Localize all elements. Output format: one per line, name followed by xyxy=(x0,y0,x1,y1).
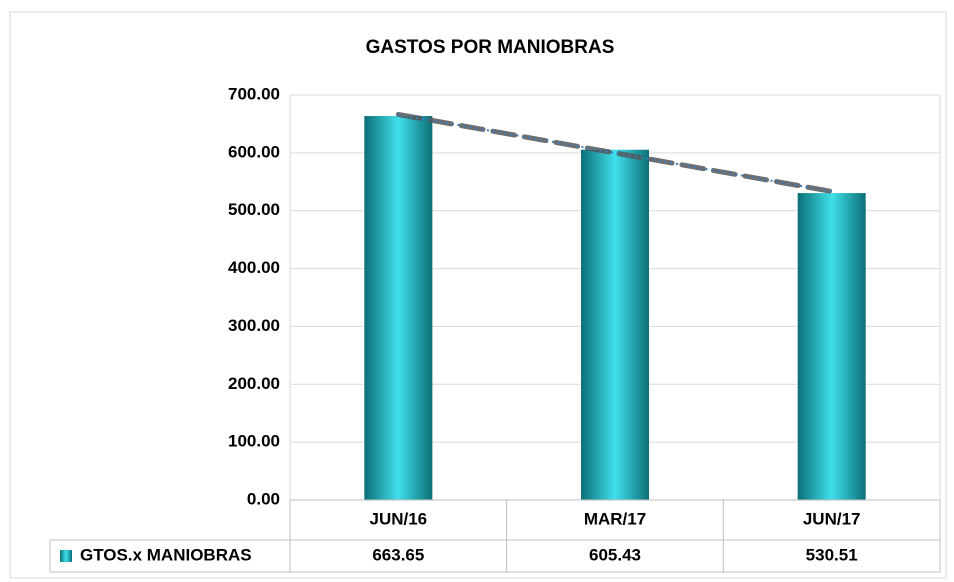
trendline-dots xyxy=(398,113,832,193)
bar xyxy=(581,149,649,500)
x-tick-label: JUN/17 xyxy=(803,509,861,528)
x-tick-label: JUN/16 xyxy=(370,509,428,528)
y-tick-label: 100.00 xyxy=(228,432,280,451)
y-tick-label: 300.00 xyxy=(228,316,280,335)
data-table-value: 663.65 xyxy=(372,545,424,564)
bar xyxy=(797,193,866,500)
y-tick-label: 600.00 xyxy=(228,142,280,161)
data-table-value: 530.51 xyxy=(806,545,858,564)
legend-label: GTOS.x MANIOBRAS xyxy=(80,545,252,564)
y-tick-label: 0.00 xyxy=(247,489,280,508)
y-tick-label: 400.00 xyxy=(228,258,280,277)
y-tick-label: 700.00 xyxy=(228,84,280,103)
bar xyxy=(364,116,433,501)
y-tick-label: 200.00 xyxy=(228,374,280,393)
data-table-value: 605.43 xyxy=(589,545,641,564)
chart-title: GASTOS POR MANIOBRAS xyxy=(366,37,615,58)
legend-key xyxy=(60,550,72,562)
y-tick-label: 500.00 xyxy=(228,200,280,219)
x-tick-label: MAR/17 xyxy=(584,509,646,528)
chart-frame xyxy=(9,11,947,579)
